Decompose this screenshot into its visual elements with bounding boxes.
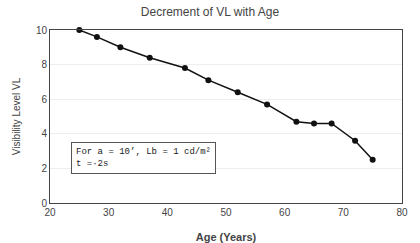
svg-text:6: 6 — [41, 94, 47, 105]
svg-text:2: 2 — [41, 163, 47, 174]
svg-text:0: 0 — [41, 198, 47, 209]
svg-text:4: 4 — [41, 128, 47, 139]
svg-text:40: 40 — [162, 207, 174, 218]
svg-text:70: 70 — [338, 207, 350, 218]
svg-text:80: 80 — [396, 207, 408, 218]
svg-text:For a = 10’, Lb = 1 cd/m²t =·2: For a = 10’, Lb = 1 cd/m²t =·2s — [76, 147, 211, 169]
svg-text:Visibility Level VL: Visibility Level VL — [11, 77, 22, 155]
svg-text:50: 50 — [220, 207, 232, 218]
svg-text:60: 60 — [279, 207, 291, 218]
svg-text:30: 30 — [103, 207, 115, 218]
svg-text:10: 10 — [36, 25, 48, 36]
svg-text:20: 20 — [44, 207, 56, 218]
svg-text:8: 8 — [41, 59, 47, 70]
svg-text:Age (Years): Age (Years) — [196, 231, 257, 243]
svg-text:Decrement of VL with Age: Decrement of VL with Age — [141, 5, 280, 19]
